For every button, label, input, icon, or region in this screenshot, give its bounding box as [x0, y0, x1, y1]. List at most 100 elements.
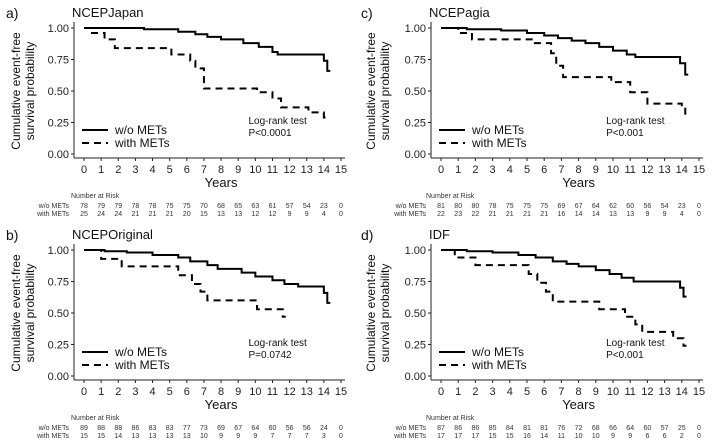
risk-count: 72 [575, 425, 583, 432]
risk-count: 2 [680, 433, 684, 440]
risk-count: 22 [472, 211, 480, 218]
risk-count: 81 [540, 425, 548, 432]
y-axis-title-line2: survival probability [378, 264, 392, 363]
risk-count: 7 [288, 433, 292, 440]
x-tick-label: 7 [558, 164, 564, 176]
risk-count: 10 [575, 433, 583, 440]
y-tick-label: 0.25 [48, 118, 69, 130]
risk-count: 24 [320, 425, 328, 432]
risk-count: 9 [253, 433, 257, 440]
risk-count: 13 [626, 211, 634, 218]
risk-count: 66 [609, 425, 617, 432]
logrank-pvalue: P<0.001 [606, 128, 644, 139]
risk-count: 13 [609, 211, 617, 218]
x-tick-label: 5 [167, 386, 173, 398]
x-tick-label: 6 [184, 164, 190, 176]
x-tick-label: 15 [693, 386, 705, 398]
x-tick-label: 2 [472, 164, 478, 176]
risk-count: 9 [645, 211, 649, 218]
survival-curve-without-mets [84, 27, 331, 72]
survival-curve-with-mets [84, 27, 327, 119]
y-tick-label: 0.25 [48, 340, 69, 352]
x-tick-label: 10 [249, 386, 261, 398]
risk-count: 67 [575, 203, 583, 210]
x-tick-label: 10 [607, 386, 619, 398]
x-tick-label: 1 [455, 164, 461, 176]
survival-curve-without-mets [441, 249, 687, 298]
x-tick-label: 15 [335, 164, 347, 176]
panel-label: c) [361, 5, 373, 21]
y-tick-label: 0.75 [405, 55, 426, 67]
risk-count: 79 [97, 203, 105, 210]
risk-count: 23 [678, 203, 686, 210]
risk-count: 21 [523, 211, 531, 218]
risk-count: 88 [97, 425, 105, 432]
risk-count: 86 [132, 425, 140, 432]
risk-count: 13 [183, 433, 191, 440]
y-tick-label: 0.25 [405, 340, 426, 352]
risk-count: 0 [697, 211, 701, 218]
risk-row-label: with METs [393, 433, 426, 440]
risk-count: 0 [697, 433, 701, 440]
risk-count: 63 [251, 203, 259, 210]
risk-count: 56 [644, 203, 652, 210]
x-axis-title: Years [562, 175, 595, 190]
survival-curve-with-mets [441, 27, 689, 115]
y-tick-label: 0.50 [405, 308, 426, 320]
x-tick-label: 4 [149, 386, 155, 398]
x-tick-label: 13 [658, 164, 670, 176]
risk-count: 9 [288, 211, 292, 218]
x-tick-label: 8 [576, 386, 582, 398]
risk-count: 87 [437, 425, 445, 432]
y-tick-label: 0.00 [405, 149, 426, 161]
risk-count: 84 [506, 425, 514, 432]
panel-title: NCEPagia [429, 5, 490, 20]
risk-count: 67 [234, 425, 242, 432]
risk-count: 15 [97, 433, 105, 440]
x-tick-label: 5 [524, 164, 530, 176]
risk-count: 83 [166, 425, 174, 432]
logrank-pvalue: P=0.0742 [248, 350, 292, 361]
risk-count: 21 [166, 211, 174, 218]
risk-count: 14 [114, 433, 122, 440]
risk-count: 69 [217, 425, 225, 432]
risk-count: 56 [286, 425, 294, 432]
risk-count: 88 [114, 425, 122, 432]
risk-count: 25 [678, 425, 686, 432]
risk-row-label: with METs [36, 211, 69, 218]
risk-count: 75 [166, 203, 174, 210]
risk-count: 61 [269, 203, 277, 210]
risk-count: 85 [489, 425, 497, 432]
legend-label: with METs [471, 358, 527, 372]
x-tick-label: 13 [658, 386, 670, 398]
risk-count: 68 [592, 425, 600, 432]
risk-count: 21 [489, 211, 497, 218]
risk-count: 4 [322, 211, 326, 218]
x-tick-label: 6 [541, 386, 547, 398]
logrank-label: Log-rank test [606, 338, 665, 349]
x-tick-label: 15 [335, 386, 347, 398]
x-tick-label: 6 [541, 164, 547, 176]
risk-count: 21 [506, 211, 514, 218]
risk-row-label: w/o METs [395, 203, 427, 210]
x-tick-label: 9 [235, 164, 241, 176]
risk-count: 21 [149, 211, 157, 218]
y-axis-title-line2: survival probability [23, 42, 37, 141]
legend-label: w/o METs [114, 345, 167, 359]
risk-count: 80 [454, 203, 462, 210]
risk-row-label: with METs [393, 211, 426, 218]
x-tick-label: 10 [249, 164, 261, 176]
x-tick-label: 9 [235, 386, 241, 398]
survival-curve-with-mets [84, 249, 286, 318]
risk-count: 17 [454, 433, 462, 440]
x-tick-label: 12 [283, 386, 295, 398]
risk-count: 78 [80, 203, 88, 210]
y-tick-label: 1.00 [48, 245, 69, 257]
x-tick-label: 2 [472, 386, 478, 398]
risk-count: 56 [303, 425, 311, 432]
risk-count: 12 [269, 211, 277, 218]
risk-count: 69 [558, 203, 566, 210]
x-tick-label: 11 [267, 386, 278, 398]
risk-count: 64 [251, 425, 259, 432]
risk-count: 15 [506, 433, 514, 440]
